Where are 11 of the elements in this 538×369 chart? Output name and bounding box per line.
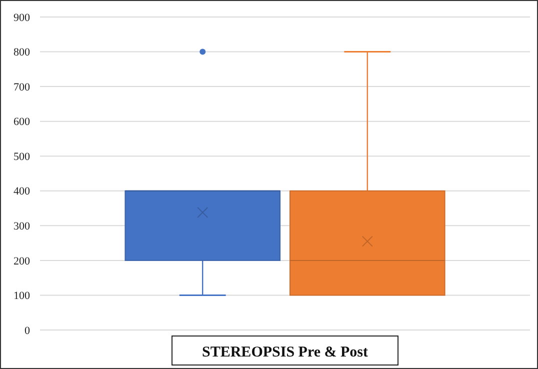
y-tick-label: 100 <box>14 290 30 302</box>
y-tick-label: 400 <box>14 186 30 198</box>
x-tick-label: STEREOPSIS Pre & Post <box>202 344 368 360</box>
y-tick-label: 800 <box>14 46 30 59</box>
y-tick-label: 200 <box>14 255 30 268</box>
y-tick-label: 300 <box>14 220 30 233</box>
y-tick-label: 700 <box>14 81 30 94</box>
y-tick-label: 0 <box>24 324 30 337</box>
y-tick-label: 600 <box>14 116 30 128</box>
y-tick-label: 900 <box>14 12 30 24</box>
y-tick-label: 500 <box>14 150 30 163</box>
